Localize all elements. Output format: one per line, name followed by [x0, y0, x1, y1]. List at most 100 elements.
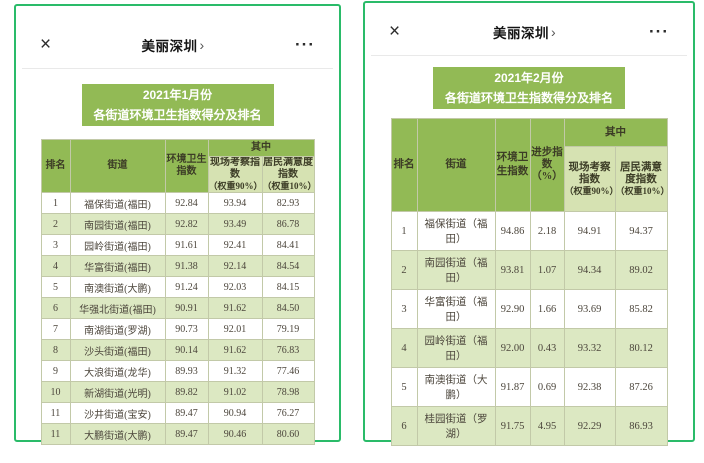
- cell-rank: 9: [40, 360, 71, 382]
- cell-rank: 6: [40, 297, 71, 319]
- cell-rank: 5: [40, 276, 71, 298]
- cell-resident: 76.27: [261, 402, 315, 424]
- cell-index: 91.61: [164, 234, 209, 256]
- cell-resident: 84.54: [261, 255, 315, 277]
- col-header-onsite: 现场考察指数 （权重90%）: [207, 156, 263, 193]
- cell-street: 大浪街道(龙华): [69, 360, 166, 382]
- cell-index: 91.87: [494, 367, 531, 407]
- cell-onsite: 93.69: [563, 289, 616, 329]
- cell-onsite: 90.94: [207, 402, 263, 424]
- account-title-label: 美丽深圳: [141, 39, 198, 54]
- cell-index: 89.47: [164, 402, 209, 424]
- table-row: 9 大浪街道(龙华) 89.93 91.32 77.46: [40, 360, 315, 382]
- report-title-line1: 2021年2月份: [494, 71, 564, 85]
- table-row: 10 新湖街道(光明) 89.82 91.02 78.98: [40, 381, 315, 403]
- resident-label: 居民满意度指数: [620, 161, 662, 185]
- table-row: 11 大鹏街道(大鹏) 89.47 90.46 80.60: [40, 423, 315, 445]
- col-header-index: 环境卫生指数: [164, 139, 209, 193]
- cell-rank: 11: [40, 423, 71, 445]
- col-header-street: 街道: [69, 139, 166, 193]
- cell-street: 园岭街道(福田): [69, 234, 166, 256]
- cell-index: 89.82: [164, 381, 209, 403]
- more-menu-icon[interactable]: ···: [649, 22, 669, 41]
- cell-index: 91.24: [164, 276, 209, 298]
- account-title[interactable]: 美丽深圳 ›: [493, 22, 556, 42]
- cell-index: 90.91: [164, 297, 209, 319]
- table-header-row-1: 排名 街道 环境卫生指数 其中: [40, 139, 315, 193]
- cell-index: 90.73: [164, 318, 209, 340]
- cell-onsite: 91.02: [207, 381, 263, 403]
- cell-rank: 8: [40, 339, 71, 361]
- cell-resident: 80.60: [261, 423, 315, 445]
- table-row: 5 南澳街道(大鹏) 91.24 92.03 84.15: [40, 276, 315, 298]
- table-row: 3 园岭街道(福田) 91.61 92.41 84.41: [40, 234, 315, 256]
- account-title[interactable]: 美丽深圳 ›: [141, 35, 204, 55]
- table-row: 1 福保街道（福田） 94.86 2.18 94.91 94.37: [390, 211, 668, 251]
- cell-onsite: 94.91: [563, 211, 616, 251]
- col-header-among: 其中: [207, 139, 315, 157]
- more-menu-icon[interactable]: ···: [295, 35, 315, 54]
- table-row: 6 华强北街道(福田) 90.91 91.62 84.50: [40, 297, 315, 319]
- cell-onsite: 91.62: [207, 339, 263, 361]
- onsite-label: 现场考察指数: [568, 161, 611, 185]
- cell-resident: 87.26: [614, 367, 668, 407]
- cell-progress: 2.18: [529, 211, 565, 251]
- cell-street: 南湖街道(罗湖): [69, 318, 166, 340]
- col-header-rank: 排名: [40, 139, 71, 193]
- chevron-right-icon: ›: [199, 37, 205, 53]
- appbar-divider: [371, 55, 687, 56]
- cell-rank: 10: [40, 381, 71, 403]
- resident-weight: （权重10%）: [262, 181, 314, 191]
- table-row: 11 沙井街道(宝安) 89.47 90.94 76.27: [40, 402, 315, 424]
- table-row: 5 南澳街道（大鹏） 91.87 0.69 92.38 87.26: [390, 367, 668, 407]
- cell-rank: 4: [40, 255, 71, 277]
- cell-street: 华富街道(福田): [69, 255, 166, 277]
- chevron-right-icon: ›: [550, 24, 557, 40]
- table-header-row-2: 现场考察指数 （权重90%） 居民满意度指数 （权重10%）: [41, 156, 315, 193]
- cell-resident: 84.50: [261, 297, 315, 319]
- cell-rank: 6: [390, 406, 418, 446]
- cell-street: 沙井街道(宝安): [69, 402, 166, 424]
- cell-index: 90.14: [164, 339, 209, 361]
- cell-onsite: 92.41: [207, 234, 263, 256]
- table-row: 4 华富街道(福田) 91.38 92.14 84.54: [40, 255, 315, 277]
- table-row: 4 园岭街道（福田） 92.00 0.43 93.32 80.12: [390, 328, 668, 368]
- close-icon[interactable]: ×: [40, 34, 52, 55]
- cell-resident: 78.98: [261, 381, 315, 403]
- cell-street: 沙头街道(福田): [69, 339, 166, 361]
- cell-rank: 5: [390, 367, 418, 407]
- cell-rank: 7: [40, 318, 71, 340]
- cell-rank: 1: [40, 192, 71, 214]
- cell-street: 南澳街道(大鹏): [69, 276, 166, 298]
- cell-rank: 4: [390, 328, 418, 368]
- ranking-table-january: 排名 街道 环境卫生指数 其中 现场考察指数 （权重90%） 居民满意度指数 （…: [40, 139, 315, 445]
- appbar: × 美丽深圳 › ···: [365, 21, 693, 43]
- cell-progress: 0.69: [529, 367, 565, 407]
- report-title-line1: 2021年1月份: [142, 88, 213, 102]
- cell-resident: 89.02: [614, 250, 668, 290]
- progress-label: 进步指数: [531, 147, 563, 170]
- cell-resident: 84.41: [261, 234, 315, 256]
- report-title-line2: 各街道环境卫生指数得分及排名: [444, 91, 613, 105]
- cell-street: 桂园街道（罗湖）: [416, 406, 496, 446]
- col-header-onsite: 现场考察指数 （权重90%）: [563, 146, 616, 212]
- close-icon[interactable]: ×: [389, 21, 401, 42]
- cell-onsite: 90.46: [207, 423, 263, 445]
- cell-index: 94.86: [494, 211, 531, 251]
- resident-weight: （权重10%）: [615, 185, 667, 196]
- cell-onsite: 92.03: [207, 276, 263, 298]
- article-panel-february: × 美丽深圳 › ··· 2021年2月份 各街道环境卫生指数得分及排名 排名 …: [363, 1, 695, 446]
- cell-onsite: 92.29: [563, 406, 616, 446]
- cell-onsite: 91.32: [207, 360, 263, 382]
- cell-street: 华强北街道(福田): [69, 297, 166, 319]
- cell-onsite: 93.49: [207, 213, 263, 235]
- cell-street: 南澳街道（大鹏）: [416, 367, 496, 407]
- cell-progress: 4.95: [529, 406, 565, 446]
- report-title-line2: 各街道环境卫生指数得分及排名: [93, 108, 262, 122]
- cell-street: 福保街道（福田）: [416, 211, 496, 251]
- cell-street: 大鹏街道(大鹏): [69, 423, 166, 445]
- cell-resident: 79.19: [261, 318, 315, 340]
- cell-street: 园岭街道（福田）: [416, 328, 496, 368]
- cell-street: 福保街道(福田): [69, 192, 166, 214]
- cell-progress: 1.07: [529, 250, 565, 290]
